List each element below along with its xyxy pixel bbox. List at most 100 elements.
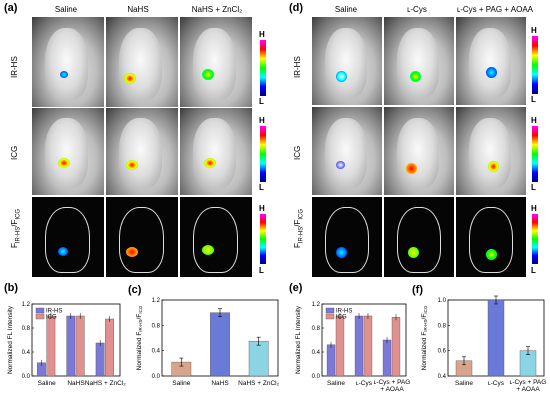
scale-high: H — [259, 116, 265, 125]
scale-high: H — [531, 26, 537, 35]
row-label-irhs-left: IR-HS — [10, 56, 19, 78]
y-tick-label: 0.0 — [312, 374, 321, 380]
bar-icg — [335, 315, 345, 377]
chart-e: 0.0 0.4 0.8 1.2 Normalized FL Intensity Salin… — [295, 302, 411, 393]
image-irhs-saline-right — [312, 17, 382, 105]
bar — [487, 299, 505, 377]
x-tick-label: Saline — [327, 380, 345, 387]
x-tick-label: ʟ-Cys + PAG — [374, 379, 411, 386]
legend-label: ICG — [46, 315, 57, 321]
bar-ir-hs — [66, 315, 76, 377]
image-ratio-lcys-pag-aoaa — [456, 197, 526, 277]
bar-icg — [363, 315, 373, 377]
colorbar-right-3 — [532, 214, 538, 264]
y-tick-label: 1.2 — [152, 298, 161, 304]
scale-high: H — [531, 116, 537, 125]
y-tick-label: 0.8 — [438, 323, 447, 329]
x-tick-label: Saline — [455, 380, 473, 387]
image-icg-saline-right — [312, 107, 382, 195]
x-tick-label: + AOAA — [380, 386, 404, 393]
y-tick-label: 0.8 — [152, 323, 161, 329]
image-icg-saline — [32, 108, 104, 195]
scale-low: L — [259, 266, 264, 275]
y-tick-label: 0.8 — [22, 326, 31, 332]
y-axis-label: Normalized FL Intensity — [295, 305, 302, 374]
bar-ir-hs — [326, 344, 336, 377]
panel-label-c: (c) — [128, 284, 142, 296]
colorbar-left-1 — [260, 40, 266, 96]
legend-label: ICG — [336, 315, 347, 321]
col-lcys-pag-aoaa: ʟ-Cys + PAG + AOAA — [457, 5, 533, 14]
scale-high: H — [259, 204, 265, 213]
scale-low: L — [531, 183, 536, 192]
bar-icg — [46, 315, 56, 377]
y-tick-label: 0.4 — [152, 349, 161, 355]
panel-label-f: (f) — [412, 284, 423, 296]
image-ratio-nahs — [106, 197, 178, 277]
bar-icg — [75, 315, 85, 377]
panel-label-a: (a) — [4, 2, 18, 14]
image-ratio-lcys — [384, 197, 454, 277]
image-ratio-saline — [32, 197, 104, 277]
y-axis-label: Normalized FIR-HS/FICG — [421, 305, 428, 370]
col-nahs-zncl2: NaHS + ZnCl₂ — [191, 5, 243, 14]
y-axis-label: Normalized FL Intensity — [7, 305, 14, 374]
bar — [210, 312, 230, 377]
y-tick-label: 0.8 — [312, 326, 321, 332]
scale-high: H — [259, 30, 265, 39]
panel-label-b: (b) — [4, 282, 19, 294]
image-irhs-lcys-pag-aoaa — [456, 17, 526, 105]
row-label-icg-right: ICG — [293, 145, 302, 160]
row-label-ratio-right: FIR-HS/FICG — [293, 208, 305, 248]
x-tick-label: ʟ-Cys — [488, 380, 505, 387]
image-icg-lcys-pag-aoaa — [456, 107, 526, 195]
y-tick-label: 0.4 — [438, 374, 447, 380]
scale-low: L — [259, 97, 264, 106]
colorbar-right-1 — [532, 36, 538, 94]
image-irhs-saline — [32, 17, 104, 107]
y-tick-label: 0.4 — [312, 350, 321, 356]
bar-icg — [105, 318, 114, 377]
chart-c: 0.0 0.4 0.8 1.2 Normalized FIR-HS/FICG Saline… — [136, 298, 280, 387]
col-nahs: NaHS — [127, 5, 149, 14]
scale-high: H — [531, 204, 537, 213]
legend-swatch — [325, 307, 335, 314]
col-lcys: ʟ-Cys — [407, 5, 427, 14]
image-icg-lcys — [384, 107, 454, 195]
x-tick-label: NaHS — [211, 380, 229, 387]
scale-low: L — [531, 266, 536, 275]
row-label-icg-left: ICG — [10, 145, 19, 160]
image-icg-nahs-zncl2 — [180, 108, 252, 195]
legend-swatch — [325, 313, 335, 320]
legend-swatch — [35, 307, 45, 314]
image-irhs-lcys — [384, 17, 454, 105]
image-icg-nahs — [106, 108, 178, 195]
col-saline-left: Saline — [54, 5, 78, 14]
image-ratio-saline-right — [312, 197, 382, 277]
y-tick-label: 1.2 — [22, 302, 31, 308]
bar-ir-hs — [382, 339, 392, 377]
y-tick-label: 0.4 — [22, 350, 31, 356]
x-tick-label: NaHS + ZnCl₂ — [85, 380, 126, 387]
bar-ir-hs — [354, 315, 364, 377]
legend-swatch — [35, 313, 45, 320]
scale-low: L — [259, 183, 264, 192]
image-irhs-nahs-zncl2 — [180, 17, 252, 107]
bar — [248, 340, 269, 377]
colorbar-left-2 — [260, 126, 266, 182]
y-tick-label: 1.2 — [312, 302, 321, 308]
colorbar-left-3 — [260, 214, 266, 264]
x-tick-label: ʟ-Cys + PAG — [510, 379, 547, 386]
scale-low: L — [531, 95, 536, 104]
row-label-irhs-right: IR-HS — [293, 56, 302, 78]
panel-label-d: (d) — [289, 2, 304, 14]
bar-ir-hs — [95, 342, 105, 377]
x-tick-label: NaHS — [67, 380, 85, 387]
y-tick-label: 0.6 — [438, 349, 447, 355]
row-label-ratio-left: FIR-HS/FICG — [10, 208, 22, 248]
x-tick-label: Saline — [172, 380, 190, 387]
bar-icg — [391, 317, 401, 377]
legend-label: IR-HS — [336, 309, 352, 315]
col-saline-right: Saline — [334, 5, 358, 14]
chart-b: 0.0 0.4 0.8 1.2 Normalized FL Intensity Salin… — [7, 302, 126, 387]
